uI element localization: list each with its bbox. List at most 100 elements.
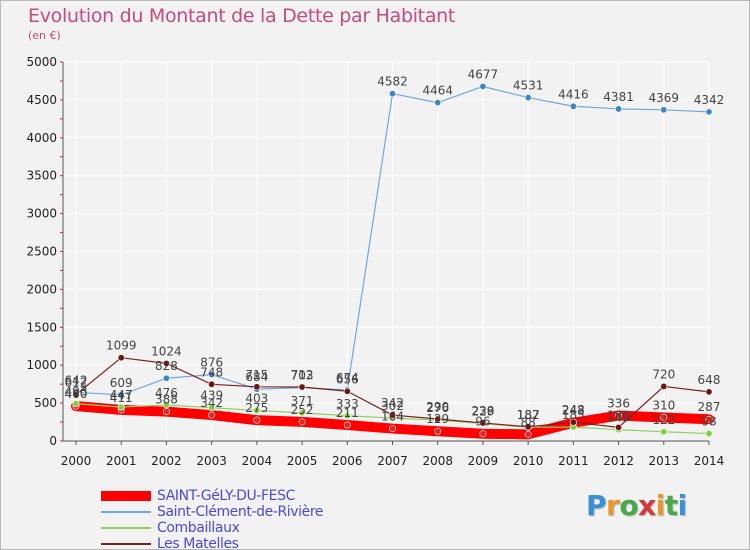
series-0-point (298, 418, 306, 426)
series-2-point (705, 430, 713, 438)
legend-item: Les Matelles (101, 536, 323, 549)
y-tick-label: 1000 (26, 358, 57, 372)
unit-label: (en €) (28, 29, 61, 42)
series-2-point (253, 406, 261, 414)
series-3-point (705, 388, 713, 396)
series-2-data-label: 447 (110, 388, 133, 402)
legend-label: Saint-Clément-de-Rivière (157, 504, 324, 520)
series-3-data-label: 187 (517, 408, 540, 422)
series-0-data-label: 96 (475, 415, 490, 429)
series-1-data-label: 609 (110, 376, 133, 390)
y-tick-label: 0 (49, 434, 57, 448)
series-0-point (253, 416, 261, 424)
series-1-point (434, 99, 442, 107)
proxiti-logo: Proxiti (586, 489, 687, 522)
series-0-point (660, 414, 668, 422)
y-tick-label: 2000 (26, 282, 57, 296)
series-1-point (388, 90, 396, 98)
series-3-point (162, 359, 170, 367)
legend: SAINT-GéLY-DU-FESC Saint-Clément-de-Riviè… (101, 488, 324, 549)
series-2-data-label: 439 (200, 389, 223, 403)
chart-title: Evolution du Montant de la Dette par Hab… (28, 5, 456, 27)
series-3-data-label: 238 (471, 404, 494, 418)
series-1-data-label: 674 (336, 371, 359, 385)
series-3-point (208, 380, 216, 388)
series-0-data-label: 287 (698, 400, 721, 414)
y-tick-label: 1500 (26, 320, 57, 334)
y-tick-label: 5000 (26, 55, 57, 69)
legend-label: Combaillaux (157, 520, 240, 536)
logo-letter: i (655, 489, 666, 522)
series-3-point (343, 387, 351, 395)
series-0-data-label: 129 (426, 412, 449, 426)
series-2-data-label: 98 (701, 415, 716, 429)
series-1-data-label: 684 (245, 370, 268, 384)
legend-label: SAINT-GéLY-DU-FESC (157, 488, 295, 504)
series-2-point (343, 412, 351, 420)
series-1-data-label: 4677 (468, 67, 499, 81)
series-2-data-label: 229 (471, 405, 494, 419)
series-3-point (388, 411, 396, 419)
series-2-point (162, 401, 170, 409)
series-1-data-label: 4381 (603, 90, 634, 104)
series-3-data-label: 720 (652, 367, 675, 381)
legend-item: Saint-Clément-de-Rivière (101, 504, 324, 520)
series-0-data-label: 342 (200, 396, 223, 410)
series-0-point (343, 421, 351, 429)
series-3-point (117, 354, 125, 362)
x-tick-label: 2012 (603, 454, 634, 468)
series-1-point (524, 94, 532, 102)
series-0-point (208, 411, 216, 419)
series-2-point (117, 403, 125, 411)
x-tick-label: 2007 (377, 454, 408, 468)
x-tick-label: 2003 (196, 454, 227, 468)
series-3-data-label: 712 (291, 368, 314, 382)
series-3-point (72, 391, 80, 399)
legend-swatch (101, 543, 151, 545)
series-1-data-label: 876 (200, 356, 223, 370)
series-1-data-label: 4416 (558, 87, 589, 101)
x-tick-label: 2011 (558, 454, 589, 468)
x-tick-label: 2006 (332, 454, 363, 468)
series-3-point (615, 423, 623, 431)
series-1-point (705, 108, 713, 116)
logo-letter: o (619, 489, 639, 522)
series-2-point (72, 400, 80, 408)
series-0-data-label: 88 (521, 415, 536, 429)
series-2-data-label: 122 (652, 413, 675, 427)
series-2-point (298, 409, 306, 417)
logo-letter: x (638, 489, 656, 522)
series-0-point (479, 430, 487, 438)
series-0-point (434, 427, 442, 435)
series-1-data-label: 703 (291, 369, 314, 383)
series-1-data-label: 4369 (649, 91, 680, 105)
series-3-point (253, 383, 261, 391)
series-2-point (208, 404, 216, 412)
series-0-data-label: 336 (607, 397, 630, 411)
series-0-point (615, 412, 623, 420)
series-1-point (569, 102, 577, 110)
series-3-point (660, 382, 668, 390)
series-0-data-label: 310 (652, 399, 675, 413)
logo-letter: r (606, 489, 620, 522)
series-2-point (660, 428, 668, 436)
series-3-data-label: 612 (65, 376, 88, 390)
y-tick-label: 2500 (26, 245, 57, 259)
series-2-data-label: 183 (562, 408, 585, 422)
series-1-point (479, 82, 487, 90)
series-3-data-label: 248 (562, 403, 585, 417)
y-tick-label: 3500 (26, 169, 57, 183)
series-0-point (388, 425, 396, 433)
series-3-point (298, 383, 306, 391)
series-2-data-label: 333 (336, 397, 359, 411)
series-1-point (117, 391, 125, 399)
legend-item: SAINT-GéLY-DU-FESC (101, 488, 323, 504)
series-3-data-label: 1099 (106, 339, 137, 353)
x-tick-label: 2000 (61, 454, 92, 468)
series-1-point (208, 371, 216, 379)
x-tick-label: 2013 (649, 454, 680, 468)
series-1-point (162, 374, 170, 382)
series-3-data-label: 290 (426, 400, 449, 414)
series-1-data-label: 4464 (422, 84, 453, 98)
